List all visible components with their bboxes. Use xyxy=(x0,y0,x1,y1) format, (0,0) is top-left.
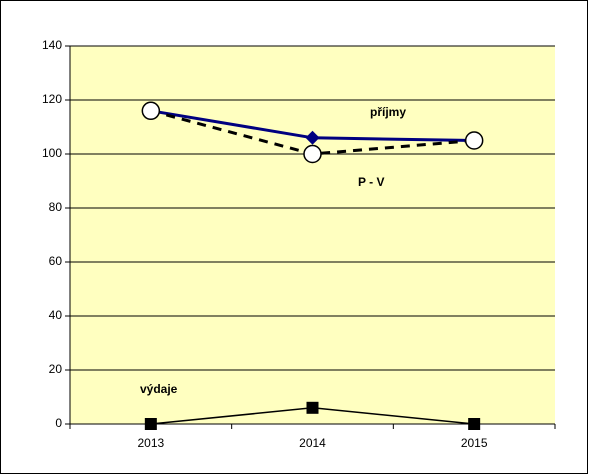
y-tick-label: 40 xyxy=(49,308,63,322)
marker xyxy=(144,418,157,430)
marker xyxy=(141,101,161,121)
x-tick-label: 2015 xyxy=(461,436,488,450)
marker xyxy=(305,130,320,145)
y-tick-label: 100 xyxy=(42,146,62,160)
marker xyxy=(306,401,319,414)
x-tick-label: 2013 xyxy=(137,436,164,450)
y-tick-label: 20 xyxy=(49,362,63,376)
y-tick-label: 80 xyxy=(49,200,63,214)
x-tick-label: 2014 xyxy=(299,436,326,450)
marker xyxy=(468,418,481,430)
marker xyxy=(464,131,484,150)
marker xyxy=(303,144,322,164)
series-label: příjmy xyxy=(370,105,406,119)
plot-area xyxy=(70,46,555,424)
y-tick-label: 120 xyxy=(42,92,62,106)
series-label: P - V xyxy=(358,175,384,189)
series-label: výdaje xyxy=(140,382,178,396)
y-tick-label: 140 xyxy=(42,38,62,52)
y-tick-label: 60 xyxy=(49,254,63,268)
y-tick-label: 0 xyxy=(55,416,62,430)
